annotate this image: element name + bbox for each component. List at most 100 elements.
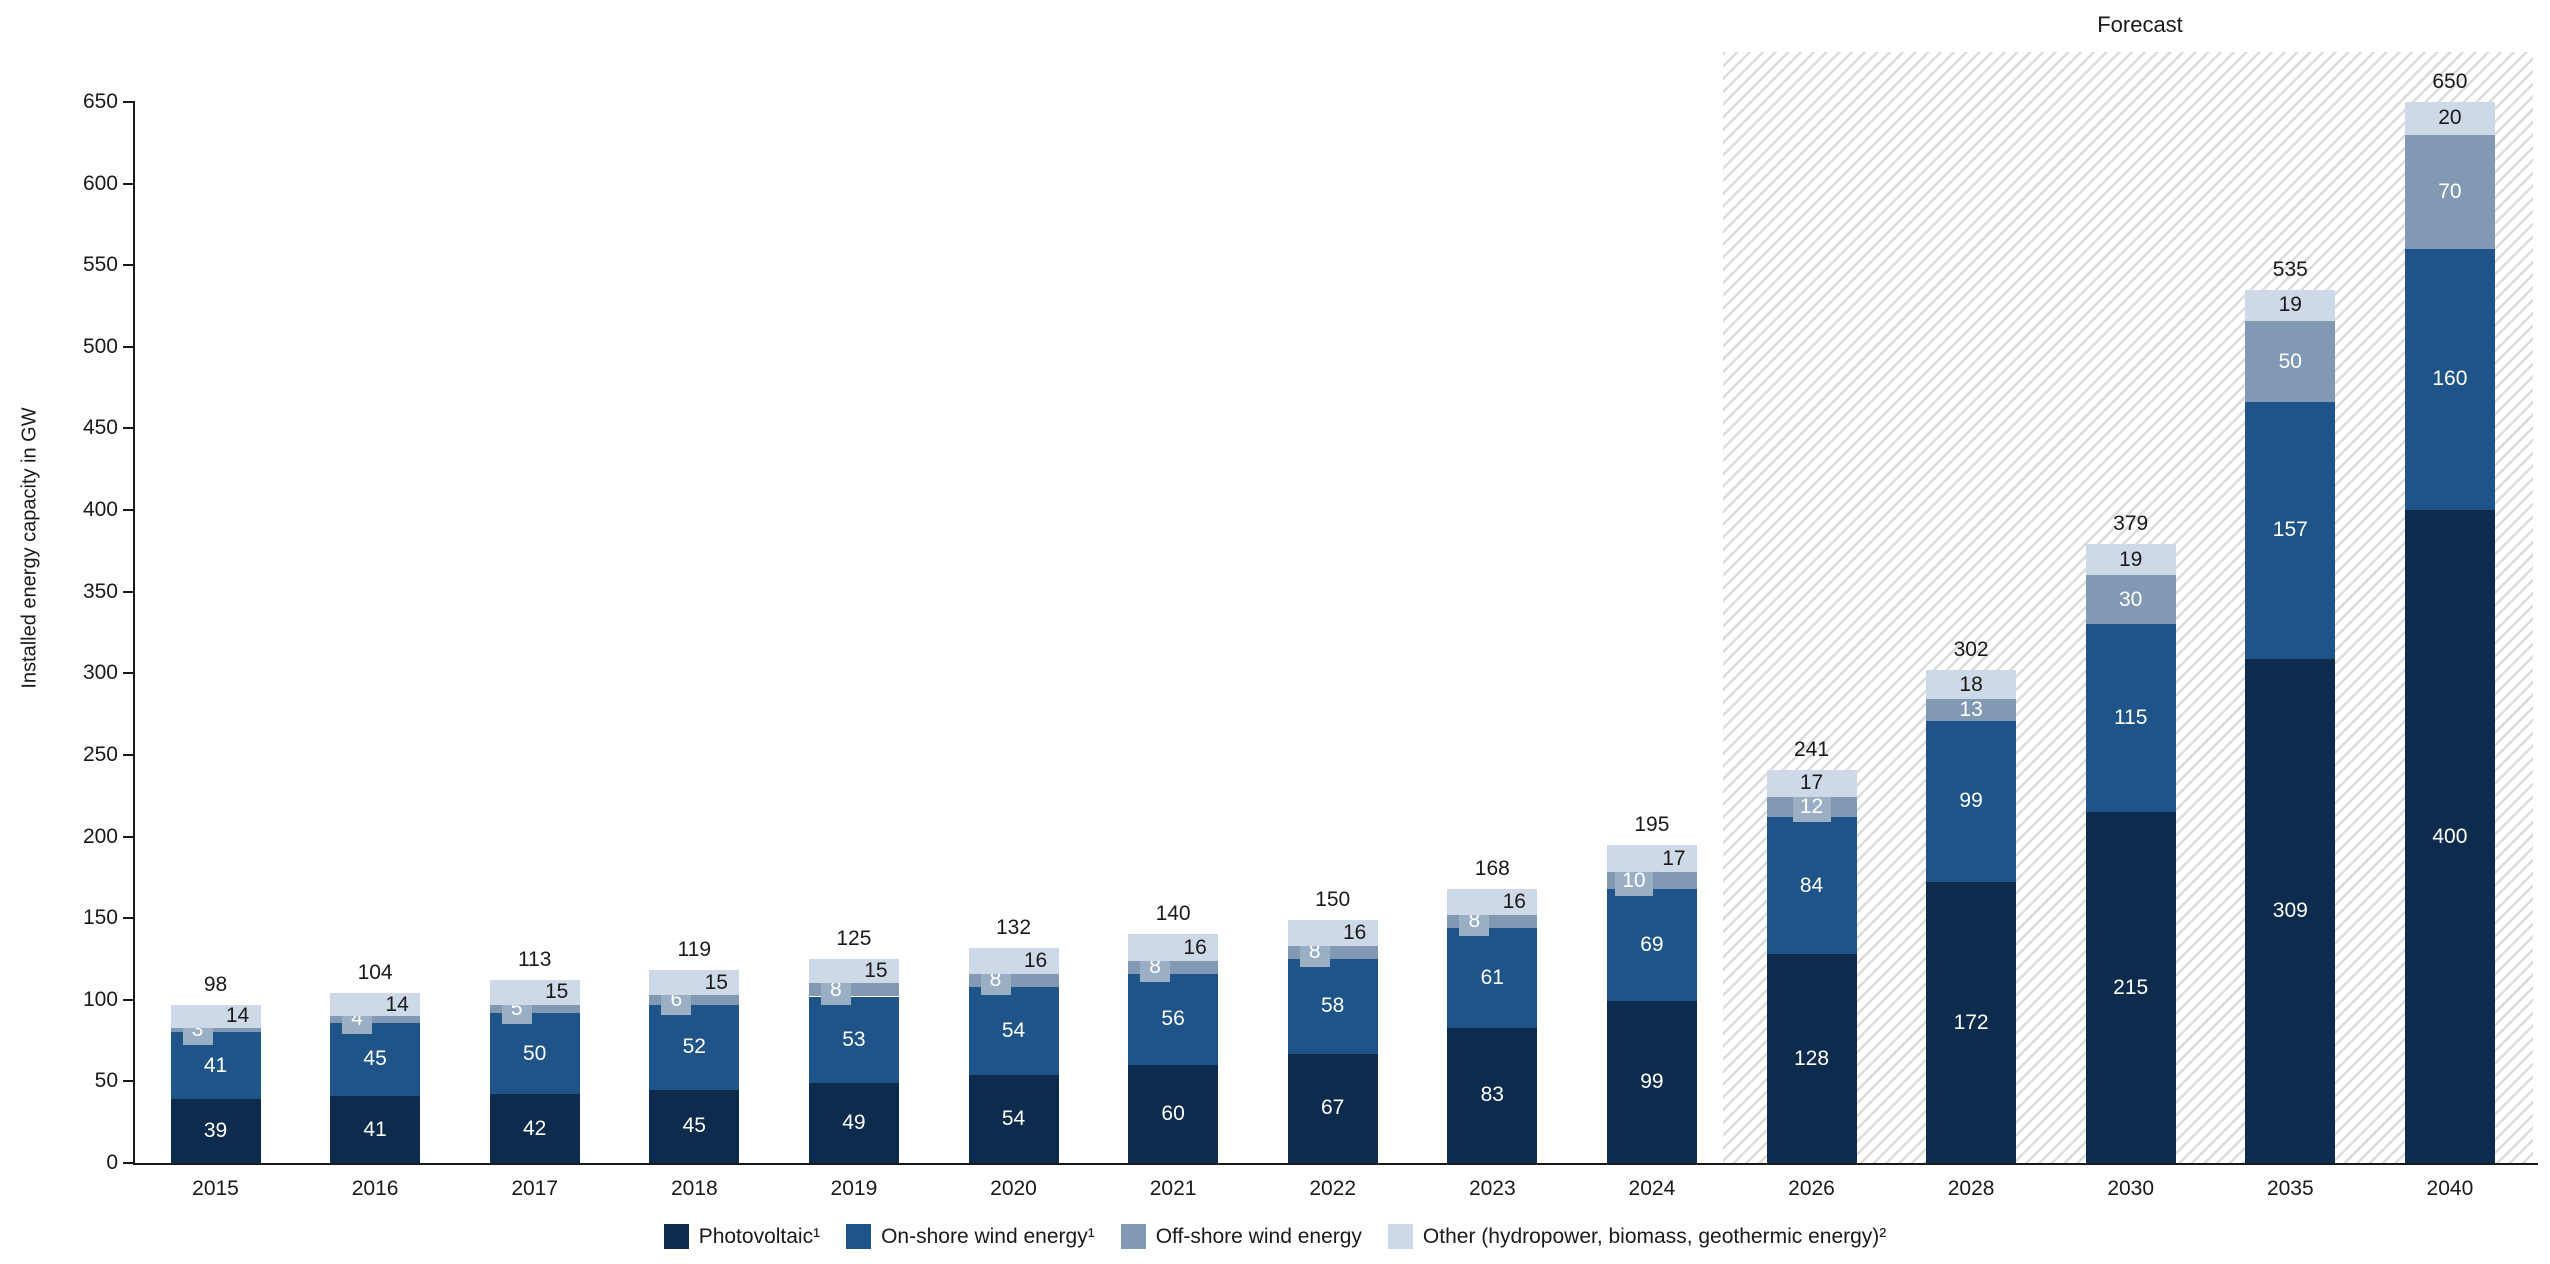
- x-tick-label: 2040: [2426, 1177, 2474, 1200]
- x-axis-line: [133, 1163, 2538, 1165]
- bar-total-label: 119: [677, 938, 712, 962]
- bar-total-label: 132: [995, 915, 1032, 939]
- segment-label: 128: [1793, 1046, 1830, 1070]
- y-tick-label: 100: [82, 987, 118, 1011]
- bar-segment: [170, 1004, 261, 1028]
- segment-label: 115: [2113, 706, 2148, 730]
- y-tick-mark: [123, 264, 133, 267]
- x-tick-label: 2018: [670, 1177, 718, 1200]
- bar-segment: [1926, 882, 2017, 1163]
- bar-segment: [2245, 320, 2336, 403]
- y-tick-mark: [123, 672, 133, 675]
- bar-segment: [330, 1016, 421, 1023]
- x-tick-label: 2021: [1149, 1177, 1197, 1200]
- segment-label: 16: [1183, 935, 1207, 959]
- bar-segment: [170, 1099, 261, 1163]
- bar-total-label: 195: [1634, 812, 1670, 836]
- x-tick-label: 2015: [192, 1177, 239, 1200]
- bar-segment: [808, 958, 899, 984]
- bar-segment: [170, 1027, 261, 1033]
- segment-label: 160: [2432, 367, 2468, 391]
- bar-total-label: 113: [517, 948, 552, 972]
- x-tick-label: 2023: [1468, 1177, 1516, 1200]
- legend-swatch: [1387, 1224, 1413, 1249]
- segment-label: 54: [1001, 1106, 1026, 1130]
- x-tick-label: 2016: [351, 1177, 399, 1200]
- y-tick-mark: [123, 345, 133, 348]
- segment-label: 56: [1161, 1007, 1185, 1031]
- y-tick-label: 400: [82, 498, 118, 522]
- segment-label: 14: [385, 992, 409, 1016]
- y-tick-mark: [123, 590, 133, 593]
- legend-swatch: [846, 1224, 872, 1249]
- segment-label: 52: [682, 1035, 706, 1059]
- bar-total-label: 535: [2272, 257, 2308, 281]
- y-tick-label: 450: [82, 416, 118, 440]
- y-tick-mark: [123, 1080, 133, 1083]
- x-tick-label: 2030: [2107, 1177, 2155, 1200]
- y-tick-mark: [123, 182, 133, 185]
- bar-segment: [2245, 658, 2336, 1163]
- segment-label: 99: [1959, 789, 1983, 813]
- bar-segment: [2404, 134, 2495, 249]
- bar-segment: [1447, 927, 1538, 1028]
- bar-segment: [1926, 699, 2017, 721]
- segment-label: 14: [225, 1004, 250, 1028]
- bar-segment: [1766, 954, 1857, 1163]
- bar-segment: [1287, 958, 1378, 1054]
- x-tick-label: 2028: [1947, 1177, 1995, 1200]
- segment-label: 49: [842, 1111, 866, 1134]
- segment-label: 16: [1502, 889, 1526, 913]
- segment-label: 45: [682, 1114, 706, 1138]
- segment-label: 172: [1953, 1010, 1989, 1034]
- segment-label: 15: [864, 959, 888, 983]
- bar-total-label: 650: [2432, 70, 2468, 93]
- bar-segment: [968, 986, 1059, 1075]
- legend-label: On-shore wind energy¹: [881, 1224, 1095, 1248]
- bar-segment: [649, 1089, 740, 1163]
- bar-segment: [808, 1083, 899, 1163]
- legend-label: Other (hydropower, biomass, geothermic e…: [1422, 1224, 1887, 1248]
- segment-label: 17: [1799, 771, 1824, 795]
- segment-label: 15: [545, 980, 569, 1004]
- segment-label: 309: [2272, 898, 2308, 922]
- segment-label: 157: [2272, 518, 2308, 542]
- bar-segment: [2085, 812, 2176, 1163]
- bar-total-label: 241: [1793, 737, 1830, 761]
- bar-segment: [1606, 844, 1697, 873]
- y-tick-label: 650: [82, 90, 118, 113]
- bar-segment: [1287, 919, 1378, 946]
- segment-label: 215: [2113, 975, 2149, 999]
- segment-label: 41: [203, 1053, 228, 1077]
- y-tick-mark: [123, 998, 133, 1001]
- bar-segment: [2085, 575, 2176, 625]
- y-tick-label: 550: [82, 253, 118, 277]
- segment-label: 16: [1343, 920, 1367, 944]
- bar-segment: [1128, 973, 1219, 1066]
- segment-label: 16: [1023, 948, 1048, 972]
- bar-segment: [2085, 544, 2176, 576]
- y-tick-mark: [123, 917, 133, 920]
- bar-segment: [1287, 1053, 1378, 1163]
- y-tick-mark: [123, 1162, 133, 1164]
- y-tick-mark: [123, 835, 133, 838]
- bar-total-label: 150: [1315, 887, 1351, 911]
- bar-segment: [489, 1004, 580, 1013]
- segment-label: 54: [1001, 1018, 1026, 1042]
- forecast-label: Forecast: [2097, 12, 2183, 37]
- segment-label: 99: [1640, 1070, 1664, 1094]
- y-tick-label: 50: [94, 1069, 118, 1093]
- bar-segment: [2404, 102, 2495, 135]
- bar-segment: [330, 1022, 421, 1097]
- segment-label: 41: [363, 1117, 387, 1141]
- bar-segment: [489, 1012, 580, 1095]
- bar-segment: [649, 970, 740, 995]
- legend-swatch: [1120, 1224, 1146, 1249]
- segment-label: 20: [2438, 106, 2462, 130]
- x-tick-label: 2017: [511, 1177, 559, 1200]
- bar-total-label: 98: [203, 972, 228, 996]
- bar-total-label: 125: [836, 926, 872, 950]
- bar-segment: [330, 993, 421, 1017]
